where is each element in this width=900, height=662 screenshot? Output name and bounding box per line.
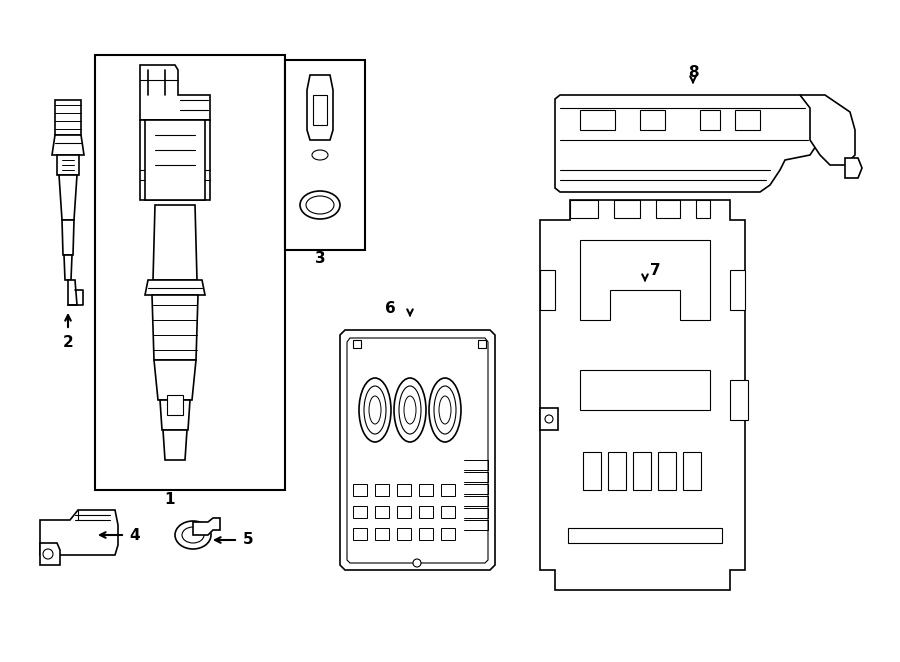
Polygon shape	[163, 430, 187, 460]
Ellipse shape	[175, 521, 211, 549]
Polygon shape	[555, 95, 820, 192]
Polygon shape	[154, 360, 196, 400]
Ellipse shape	[364, 386, 386, 434]
Bar	[313, 95, 327, 125]
Bar	[735, 110, 760, 130]
Polygon shape	[55, 100, 81, 135]
Bar	[583, 452, 601, 490]
Bar	[700, 110, 720, 130]
Bar	[568, 528, 722, 543]
Polygon shape	[64, 255, 72, 280]
Bar	[633, 452, 651, 490]
Bar	[580, 370, 710, 410]
Polygon shape	[353, 506, 367, 518]
Polygon shape	[730, 380, 748, 420]
Polygon shape	[40, 510, 118, 555]
Polygon shape	[441, 528, 455, 540]
Ellipse shape	[369, 396, 381, 424]
Polygon shape	[353, 528, 367, 540]
Ellipse shape	[312, 150, 328, 160]
Text: 4: 4	[130, 528, 140, 542]
Polygon shape	[145, 280, 205, 295]
Bar	[658, 452, 676, 490]
Ellipse shape	[306, 196, 334, 214]
Polygon shape	[397, 506, 411, 518]
Polygon shape	[540, 200, 745, 590]
Polygon shape	[340, 330, 495, 570]
Polygon shape	[397, 484, 411, 496]
Polygon shape	[845, 158, 862, 178]
Bar	[683, 452, 701, 490]
Polygon shape	[375, 528, 389, 540]
Polygon shape	[656, 200, 680, 218]
Polygon shape	[353, 484, 367, 496]
Polygon shape	[193, 518, 220, 535]
Bar	[167, 395, 183, 415]
Polygon shape	[145, 120, 205, 200]
Polygon shape	[160, 400, 190, 430]
Ellipse shape	[359, 378, 391, 442]
Bar	[285, 60, 365, 250]
Polygon shape	[441, 484, 455, 496]
Ellipse shape	[399, 386, 421, 434]
Text: 8: 8	[688, 64, 698, 79]
Polygon shape	[441, 506, 455, 518]
Text: 3: 3	[315, 250, 325, 265]
Bar	[353, 340, 361, 348]
Polygon shape	[696, 200, 710, 218]
Polygon shape	[68, 280, 77, 305]
Polygon shape	[57, 155, 79, 175]
Polygon shape	[62, 220, 74, 255]
Ellipse shape	[429, 378, 461, 442]
Polygon shape	[614, 200, 640, 218]
Ellipse shape	[545, 415, 553, 423]
Ellipse shape	[434, 386, 456, 434]
Polygon shape	[397, 528, 411, 540]
Text: 5: 5	[243, 532, 253, 547]
Bar	[540, 408, 558, 430]
Polygon shape	[540, 270, 555, 310]
Polygon shape	[375, 484, 389, 496]
Polygon shape	[580, 240, 710, 320]
Ellipse shape	[413, 559, 421, 567]
Polygon shape	[419, 506, 433, 518]
Text: 6: 6	[384, 301, 395, 316]
Polygon shape	[307, 75, 333, 140]
Polygon shape	[347, 338, 488, 563]
Polygon shape	[730, 270, 745, 310]
Bar	[640, 110, 665, 130]
Bar	[608, 452, 626, 490]
Polygon shape	[140, 65, 210, 120]
Ellipse shape	[182, 527, 204, 543]
Bar	[95, 55, 285, 490]
Ellipse shape	[43, 549, 53, 559]
Polygon shape	[52, 135, 84, 155]
Ellipse shape	[300, 191, 340, 219]
Polygon shape	[570, 200, 598, 218]
Polygon shape	[59, 175, 77, 220]
Polygon shape	[375, 506, 389, 518]
Text: 7: 7	[650, 263, 661, 277]
Polygon shape	[153, 205, 197, 280]
Ellipse shape	[404, 396, 416, 424]
Polygon shape	[800, 95, 855, 165]
Polygon shape	[419, 484, 433, 496]
Polygon shape	[152, 295, 198, 360]
Text: 1: 1	[165, 493, 176, 508]
Polygon shape	[419, 528, 433, 540]
Bar	[140, 120, 210, 200]
Bar	[478, 340, 486, 348]
Text: 2: 2	[63, 334, 74, 350]
Ellipse shape	[439, 396, 451, 424]
Polygon shape	[40, 543, 60, 565]
Ellipse shape	[394, 378, 426, 442]
Bar	[580, 110, 615, 130]
